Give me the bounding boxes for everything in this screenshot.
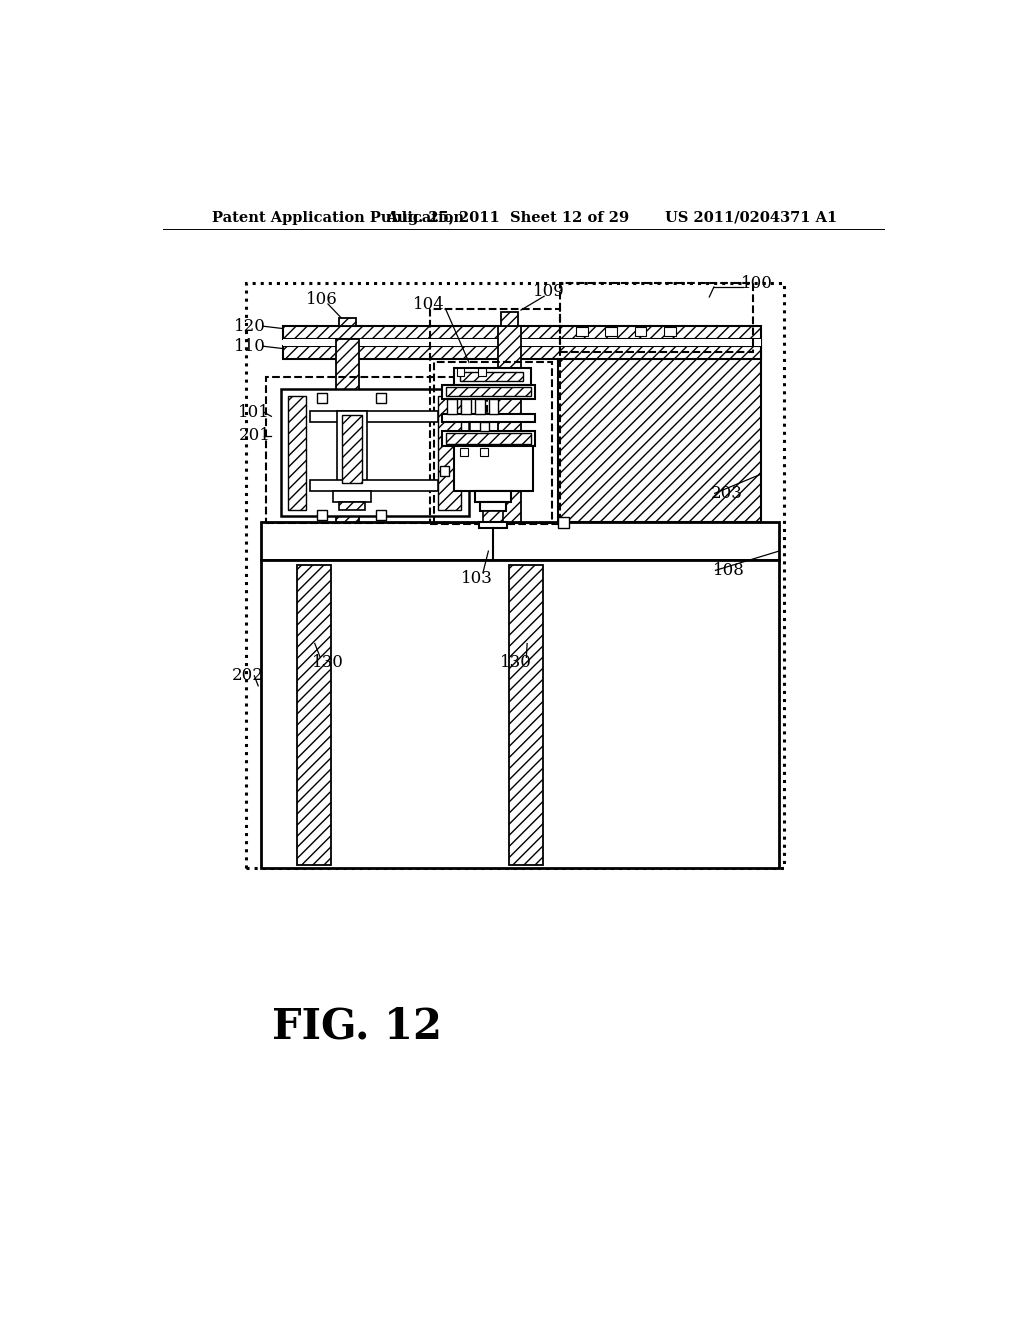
Bar	[558, 339, 761, 521]
Bar	[333, 491, 372, 502]
Bar	[560, 284, 754, 352]
Bar	[339, 502, 366, 510]
Bar	[283, 339, 761, 346]
Bar	[509, 565, 544, 866]
Text: 104: 104	[413, 296, 444, 313]
Text: 202: 202	[232, 668, 264, 684]
Text: 100: 100	[741, 275, 773, 292]
Bar	[337, 411, 367, 488]
Bar	[457, 368, 464, 376]
Bar	[442, 432, 535, 446]
Text: 110: 110	[233, 338, 265, 355]
Bar	[310, 411, 438, 422]
Bar	[297, 565, 331, 866]
Bar	[342, 414, 362, 483]
Bar	[454, 446, 532, 491]
Text: 103: 103	[461, 569, 493, 586]
Bar	[434, 362, 552, 524]
Text: 130: 130	[312, 655, 344, 672]
Bar	[475, 491, 511, 502]
Bar	[430, 309, 560, 524]
Text: 120: 120	[233, 318, 265, 335]
Bar	[317, 510, 328, 520]
Bar	[261, 561, 779, 869]
Text: US 2011/0204371 A1: US 2011/0204371 A1	[665, 211, 838, 224]
Bar	[489, 399, 499, 414]
Bar	[246, 284, 784, 869]
Bar	[575, 327, 588, 337]
Text: 130: 130	[500, 655, 531, 672]
Bar	[460, 447, 468, 457]
Bar	[310, 480, 438, 491]
Bar	[478, 368, 486, 376]
Bar	[480, 447, 488, 457]
Bar	[445, 387, 531, 396]
Text: Aug. 25, 2011  Sheet 12 of 29: Aug. 25, 2011 Sheet 12 of 29	[386, 211, 630, 224]
Bar	[483, 511, 503, 521]
Bar	[288, 396, 306, 510]
Bar	[445, 433, 531, 444]
Text: 101: 101	[239, 404, 270, 421]
Bar	[283, 326, 761, 339]
Bar	[376, 393, 386, 404]
Text: 203: 203	[711, 484, 743, 502]
Bar	[461, 399, 471, 414]
Bar	[339, 318, 356, 326]
Bar	[498, 326, 521, 521]
Bar	[454, 368, 531, 385]
Bar	[480, 502, 506, 511]
Text: 109: 109	[532, 282, 564, 300]
Bar	[447, 399, 457, 414]
Text: 201: 201	[239, 428, 270, 444]
Bar	[475, 399, 484, 414]
Text: Patent Application Publication: Patent Application Publication	[212, 211, 464, 224]
Text: 106: 106	[306, 290, 338, 308]
Bar	[605, 327, 617, 337]
Text: FIG. 12: FIG. 12	[271, 1006, 441, 1048]
Bar	[479, 521, 507, 528]
Bar	[442, 385, 535, 399]
Bar	[336, 339, 359, 521]
Bar	[480, 422, 489, 430]
Bar	[665, 327, 676, 337]
Bar	[283, 346, 761, 359]
Bar	[460, 372, 523, 381]
Bar	[376, 510, 386, 520]
Bar	[635, 327, 646, 337]
Bar	[439, 466, 449, 475]
Bar	[261, 521, 779, 561]
Bar	[501, 313, 518, 326]
Bar	[438, 396, 461, 510]
Text: 108: 108	[713, 562, 744, 579]
Bar	[442, 414, 535, 422]
Bar	[558, 517, 569, 528]
Bar	[317, 393, 328, 404]
Bar	[282, 389, 469, 516]
Bar	[266, 378, 486, 524]
